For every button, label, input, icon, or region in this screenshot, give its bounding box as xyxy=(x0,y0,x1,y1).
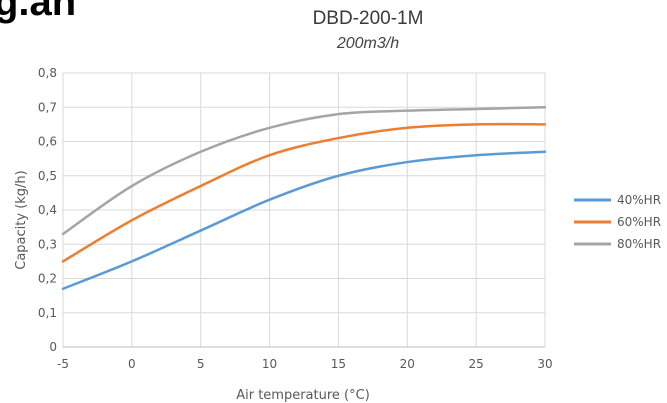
series-line-80-hr xyxy=(61,106,547,236)
gridlines xyxy=(62,72,546,348)
x-tick-label: 30 xyxy=(537,357,552,371)
y-tick-label: 0 xyxy=(49,340,57,354)
x-axis-title: Air temperature (°C) xyxy=(236,388,370,403)
legend-label-40-hr: 40%HR xyxy=(617,193,661,207)
y-tick-label: 0,2 xyxy=(38,272,57,286)
x-tick-label: 20 xyxy=(400,357,415,371)
x-tick-label: 10 xyxy=(262,357,277,371)
series-line-60-hr xyxy=(61,122,547,263)
y-tick-label: 0,1 xyxy=(38,306,57,320)
x-tick-label: 0 xyxy=(128,357,136,371)
y-tick-label: 0,6 xyxy=(38,135,57,149)
legend-label-60-hr: 60%HR xyxy=(617,215,661,229)
x-tick-label: 15 xyxy=(331,357,346,371)
series-lines xyxy=(61,106,547,291)
y-tick-label: 0,4 xyxy=(38,203,57,217)
series-line-40-hr xyxy=(61,150,547,291)
x-tick-label: 5 xyxy=(197,357,205,371)
y-tick-label: 0,5 xyxy=(38,169,57,183)
legend-label-80-hr: 80%HR xyxy=(617,237,661,251)
legend: 40%HR 60%HR 80%HR xyxy=(574,193,661,251)
y-tick-label: 0,3 xyxy=(38,237,57,251)
chart-title: DBD-200-1M xyxy=(312,8,424,29)
x-tick-label: 25 xyxy=(469,357,484,371)
y-tick-label: 0,7 xyxy=(38,100,57,114)
cropped-heading: g.an xyxy=(0,0,77,24)
x-tick-label: -5 xyxy=(57,357,69,371)
y-tick-label: 0,8 xyxy=(38,66,57,80)
y-axis-title: Capacity (kg/h) xyxy=(14,170,29,270)
axes: 00,10,20,30,40,50,60,70,8-5 0 5 10 15 20 25 30 xyxy=(38,66,553,371)
chart-subtitle: 200m3/h xyxy=(336,35,400,52)
